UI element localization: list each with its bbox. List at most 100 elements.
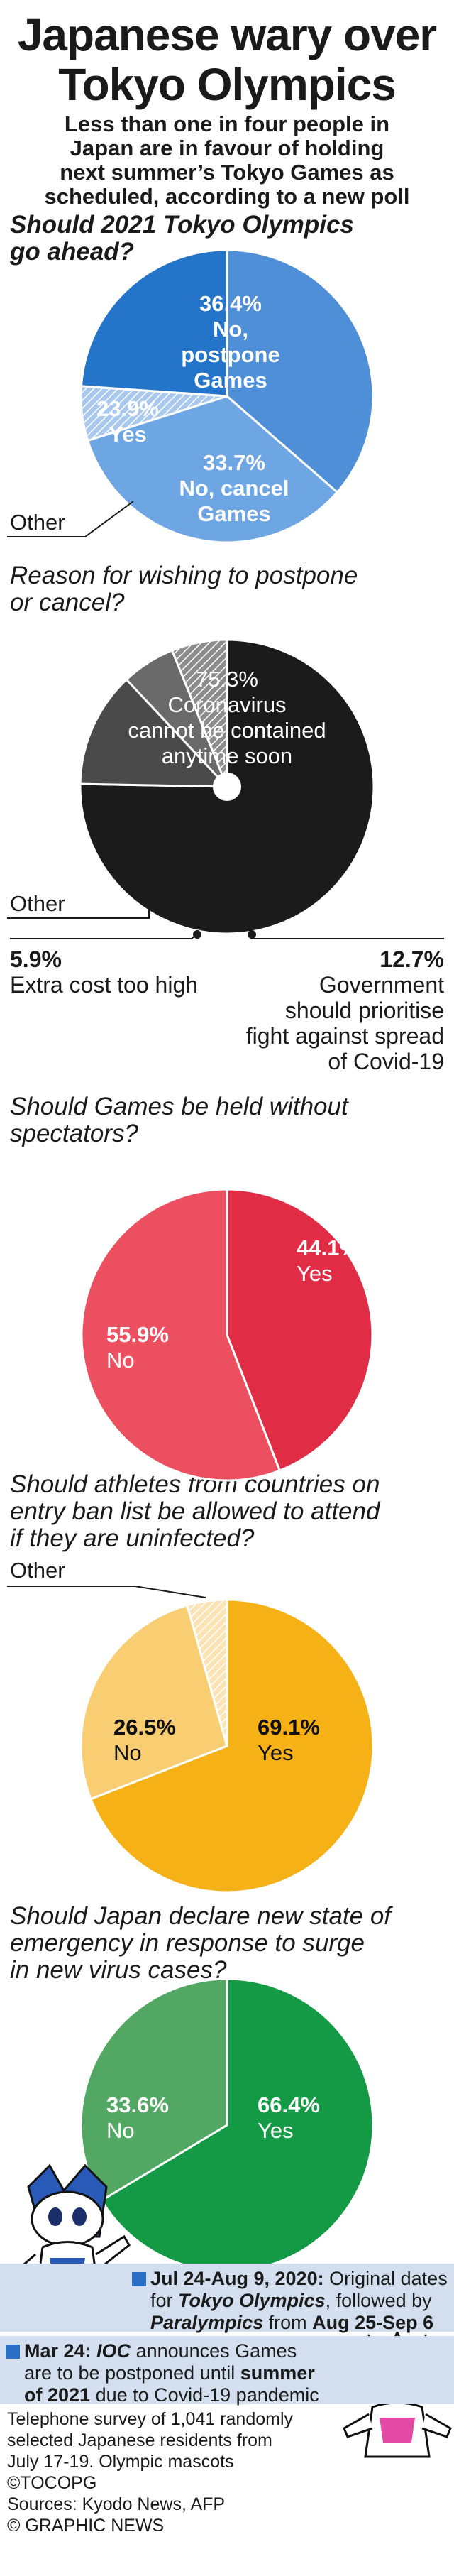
- pie-1-other-label: Other: [10, 510, 65, 535]
- timeline-marker-1: [132, 2272, 146, 2286]
- footer-line-2: selected Japanese residents from: [7, 2430, 272, 2450]
- footer-line-1: Telephone survey of 1,041 randomly: [7, 2409, 294, 2429]
- question-5-line-3: in new virus cases?: [10, 1956, 227, 1984]
- pie-5-slice-2-pct: 33.6%: [106, 2092, 169, 2117]
- pie-4-slice-1-pct: 69.1%: [258, 1715, 320, 1740]
- pie-5-slice-1: [100, 1977, 375, 2273]
- pie-1-slice-1-label-3: Games: [194, 368, 267, 393]
- question-2-line-2: or cancel?: [10, 589, 125, 616]
- question-1-line-1: Should 2021 Tokyo Olympics: [10, 211, 354, 239]
- pie-2-other-label: Other: [10, 891, 65, 916]
- pie-3-slice-2-label-1: No: [106, 1348, 135, 1372]
- label-government-line-4: of Covid-19: [328, 1049, 444, 1074]
- pie-2-leader-dot-1: [193, 930, 201, 939]
- question-5: Should Japan declare new state of emerge…: [10, 1903, 444, 1984]
- question-2: Reason for wishing to postpone or cancel…: [10, 562, 444, 616]
- pie-4-slice-1: [89, 1598, 375, 1894]
- pie-1-slice-2-label-1: No, cancel: [179, 476, 289, 501]
- pie-2-slice-1-label-1: Coronavirus: [167, 692, 286, 717]
- label-government-pct: 12.7%: [380, 946, 444, 972]
- pie-4-slice-2-pct: 26.5%: [114, 1715, 176, 1740]
- question-1: Should 2021 Tokyo Olympics go ahead?: [10, 212, 444, 266]
- callouts-group: Other Other Other: [7, 501, 444, 1598]
- pie-3-slice-1-pct: 44.1%: [297, 1235, 359, 1260]
- subtitle-line-2: Japan are in favour of holding: [70, 136, 384, 160]
- pie-4-slice-3: [185, 1598, 228, 1747]
- timeline-1-dates: Jul 24-Aug 9, 2020:: [150, 2268, 324, 2289]
- subtitle-line-1: Less than one in four people in: [64, 111, 390, 136]
- pie-2-other-leader-line: [7, 896, 150, 919]
- timeline-marker-2: [6, 2345, 20, 2359]
- pie-2-leader-line-2: [251, 934, 444, 939]
- pie-2-leader-dot-2: [248, 930, 256, 939]
- pie-3-slice-1-label-1: Yes: [297, 1261, 333, 1286]
- pie-1-slice-4-label-1: Yes: [109, 422, 146, 447]
- pie-5-slice-2-label-1: No: [106, 2118, 135, 2143]
- pie-4-slice-2-label-1: No: [114, 1740, 142, 1765]
- pie-1-slice-2-pct: 33.7%: [203, 450, 265, 475]
- timeline-1-t3: , followed by: [325, 2290, 432, 2311]
- timeline-2-t1: announces Games: [131, 2340, 297, 2362]
- pie-2-slice-1-label-2: cannot be contained: [128, 718, 326, 743]
- label-government-line-3: fight against spread: [245, 1023, 444, 1049]
- timeline-item-1: Jul 24-Aug 9, 2020: Original dates for T…: [0, 2264, 454, 2334]
- question-3-line-1: Should Games be held without: [10, 1093, 348, 1120]
- timeline-2-year: of 2021: [24, 2384, 91, 2406]
- question-5-line-2: emergency in response to surge: [10, 1929, 365, 1957]
- question-2-line-1: Reason for wishing to postpone: [10, 562, 358, 589]
- label-extra-cost: 5.9% Extra cost too high: [10, 946, 223, 998]
- timeline-2-ioc: IOC: [96, 2340, 131, 2362]
- pie-4-other-leader-line: [7, 1586, 206, 1598]
- timeline-1-olympics: Tokyo Olympics: [178, 2290, 326, 2311]
- timeline-item-1-text: Jul 24-Aug 9, 2020: Original dates for T…: [150, 2268, 448, 2334]
- timeline-1-paralympics: Paralympics: [150, 2312, 264, 2333]
- pie-1-slice-2-label-2: Games: [197, 501, 270, 526]
- pie-2-center-dot: [213, 773, 241, 801]
- pie-1-slice-2: [86, 395, 339, 544]
- page-subtitle: Less than one in four people in Japan ar…: [28, 112, 426, 209]
- pie-1-slice-1: [226, 249, 375, 494]
- pie-3-slice-1: [226, 1188, 374, 1473]
- label-government: 12.7% Government should prioritise fight…: [213, 946, 444, 1074]
- pie-3-slice-2: [80, 1188, 282, 1482]
- pie-3-slice-2-pct: 55.9%: [106, 1322, 169, 1347]
- question-1-line-2: go ahead?: [10, 238, 135, 266]
- pie-1-slice-1-label-2: postpone: [181, 342, 280, 367]
- title-line-2: Tokyo Olympics: [58, 59, 397, 110]
- label-government-line-2: should prioritise: [284, 998, 444, 1023]
- pie-5-slice-2: [79, 1977, 228, 2203]
- pie-1-other-leader-line: [7, 501, 134, 537]
- pie-2-slice-1-label-3: anytime soon: [162, 743, 292, 768]
- footer-line-copyright: © GRAPHIC NEWS: [7, 2516, 165, 2536]
- pie-2-slice-4: [170, 638, 228, 787]
- question-3: Should Games be held without spectators?: [10, 1093, 444, 1147]
- timeline-2-summer: summer: [240, 2362, 315, 2384]
- timeline-2-line-3: of 2021 due to Covid-19 pandemic: [24, 2384, 336, 2406]
- question-3-line-2: spectators?: [10, 1120, 138, 1147]
- timeline-1-t1: Original dates: [323, 2268, 448, 2289]
- title-line-1: Japanese wary over: [17, 9, 437, 60]
- timeline-1-t4: from: [263, 2312, 313, 2333]
- label-government-line-1: Government: [319, 972, 444, 998]
- timeline-1-line-1: Jul 24-Aug 9, 2020: Original dates: [150, 2268, 448, 2290]
- timeline-1-t2: for: [150, 2290, 179, 2311]
- pie-1-slice-4: [79, 249, 228, 398]
- label-extra-cost-pct: 5.9%: [10, 946, 62, 972]
- pie-2-slice-2: [79, 677, 230, 788]
- subtitle-line-3: next summer’s Tokyo Games as: [60, 160, 394, 185]
- pie-charts-group: [79, 249, 375, 2273]
- timeline-1-line-2: for Tokyo Olympics, followed by: [150, 2290, 448, 2312]
- pie-5-slice-1-label-1: Yes: [258, 2118, 294, 2143]
- page-title: Japanese wary over Tokyo Olympics: [0, 10, 454, 109]
- timeline-2-t2: are to be postponed until: [24, 2362, 240, 2384]
- timeline-2-date: Mar 24:: [24, 2340, 97, 2362]
- pie-1-slice-4-pct: 23.9%: [96, 396, 159, 421]
- timeline-1-para-dates: Aug 25-Sep 6: [312, 2312, 434, 2333]
- question-4-line-3: if they are uninfected?: [10, 1524, 255, 1552]
- label-extra-cost-text: Extra cost too high: [10, 972, 199, 998]
- pie-4-slice-1-label-1: Yes: [258, 1740, 294, 1765]
- pie-4-other-label: Other: [10, 1558, 65, 1583]
- timeline-1-line-3: Paralympics from Aug 25-Sep 6: [150, 2312, 448, 2334]
- pie-2-slice-1-pct: 75.3%: [196, 667, 258, 692]
